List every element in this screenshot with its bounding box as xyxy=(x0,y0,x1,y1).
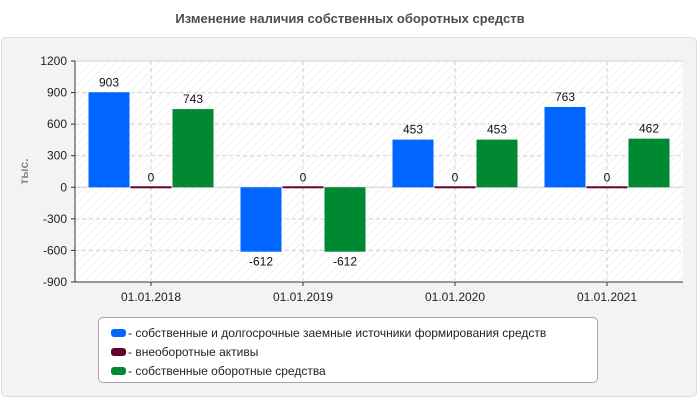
legend-item: - собственные и долгосрочные заемные ист… xyxy=(99,323,597,342)
legend-label: - собственные оборотные средства xyxy=(128,363,326,378)
legend-label: - внеоборотные активы xyxy=(128,344,259,359)
bar xyxy=(130,186,172,189)
y-tick-label: 1200 xyxy=(40,54,67,68)
y-tick-label: 0 xyxy=(60,180,67,194)
bar xyxy=(434,186,476,189)
bar xyxy=(586,186,628,189)
bar xyxy=(88,92,130,188)
bar xyxy=(476,139,518,188)
bar xyxy=(544,106,586,188)
bar xyxy=(282,186,324,189)
plot-area xyxy=(75,61,683,282)
y-tick-label: 600 xyxy=(47,117,67,131)
x-tick-label: 01.01.2021 xyxy=(577,290,637,304)
data-label: 0 xyxy=(300,170,307,184)
data-label: -612 xyxy=(249,255,273,269)
data-label: 462 xyxy=(639,122,659,136)
bar xyxy=(392,139,434,188)
bar xyxy=(172,109,214,188)
data-label: 903 xyxy=(99,75,119,89)
y-axis-label: тыс. xyxy=(17,158,31,184)
bar xyxy=(240,187,282,252)
y-tick-label: -900 xyxy=(43,275,67,289)
data-label: 763 xyxy=(555,90,575,104)
data-label: 0 xyxy=(604,170,611,184)
y-tick-label: 300 xyxy=(47,149,67,163)
data-label: 453 xyxy=(487,123,507,137)
data-label: 0 xyxy=(148,170,155,184)
legend-swatch xyxy=(111,366,126,375)
x-tick-label: 01.01.2020 xyxy=(425,290,485,304)
data-label: -612 xyxy=(333,255,357,269)
legend-swatch xyxy=(111,328,126,337)
bar xyxy=(324,187,366,252)
x-tick-label: 01.01.2018 xyxy=(121,290,181,304)
bar xyxy=(628,138,670,188)
y-tick-label: -600 xyxy=(43,243,67,257)
y-tick-label: 900 xyxy=(47,86,67,100)
chart-legend: - собственные и долгосрочные заемные ист… xyxy=(98,317,598,383)
legend-label: - собственные и долгосрочные заемные ист… xyxy=(128,325,547,340)
x-tick-label: 01.01.2019 xyxy=(273,290,333,304)
y-tick-label: -300 xyxy=(43,212,67,226)
legend-item: - собственные оборотные средства xyxy=(99,361,597,380)
legend-item: - внеоборотные активы xyxy=(99,342,597,361)
chart-title: Изменение наличия собственных оборотных … xyxy=(175,11,525,26)
data-label: 743 xyxy=(183,92,203,106)
data-label: 453 xyxy=(403,123,423,137)
legend-swatch xyxy=(111,347,126,356)
data-label: 0 xyxy=(452,170,459,184)
